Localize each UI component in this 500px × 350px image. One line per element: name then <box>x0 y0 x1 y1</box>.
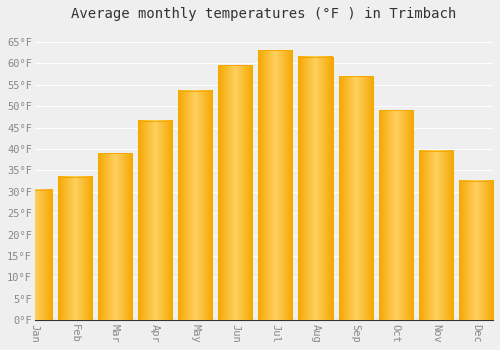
Bar <box>378 110 413 320</box>
Title: Average monthly temperatures (°F ) in Trimbach: Average monthly temperatures (°F ) in Tr… <box>72 7 456 21</box>
Bar <box>298 57 332 320</box>
Bar <box>218 65 252 320</box>
Bar <box>419 151 453 320</box>
Bar <box>258 50 292 320</box>
Bar <box>338 76 372 320</box>
Bar <box>218 65 252 320</box>
Bar <box>18 190 52 320</box>
Bar <box>258 50 292 320</box>
Bar <box>459 181 493 320</box>
Bar <box>138 121 172 320</box>
Bar <box>138 121 172 320</box>
Bar <box>378 110 413 320</box>
Bar <box>98 153 132 320</box>
Bar <box>178 91 212 320</box>
Bar <box>178 91 212 320</box>
Bar <box>419 151 453 320</box>
Bar <box>58 177 92 320</box>
Bar <box>459 181 493 320</box>
Bar <box>298 57 332 320</box>
Bar <box>338 76 372 320</box>
Bar <box>18 190 52 320</box>
Bar <box>98 153 132 320</box>
Bar <box>58 177 92 320</box>
